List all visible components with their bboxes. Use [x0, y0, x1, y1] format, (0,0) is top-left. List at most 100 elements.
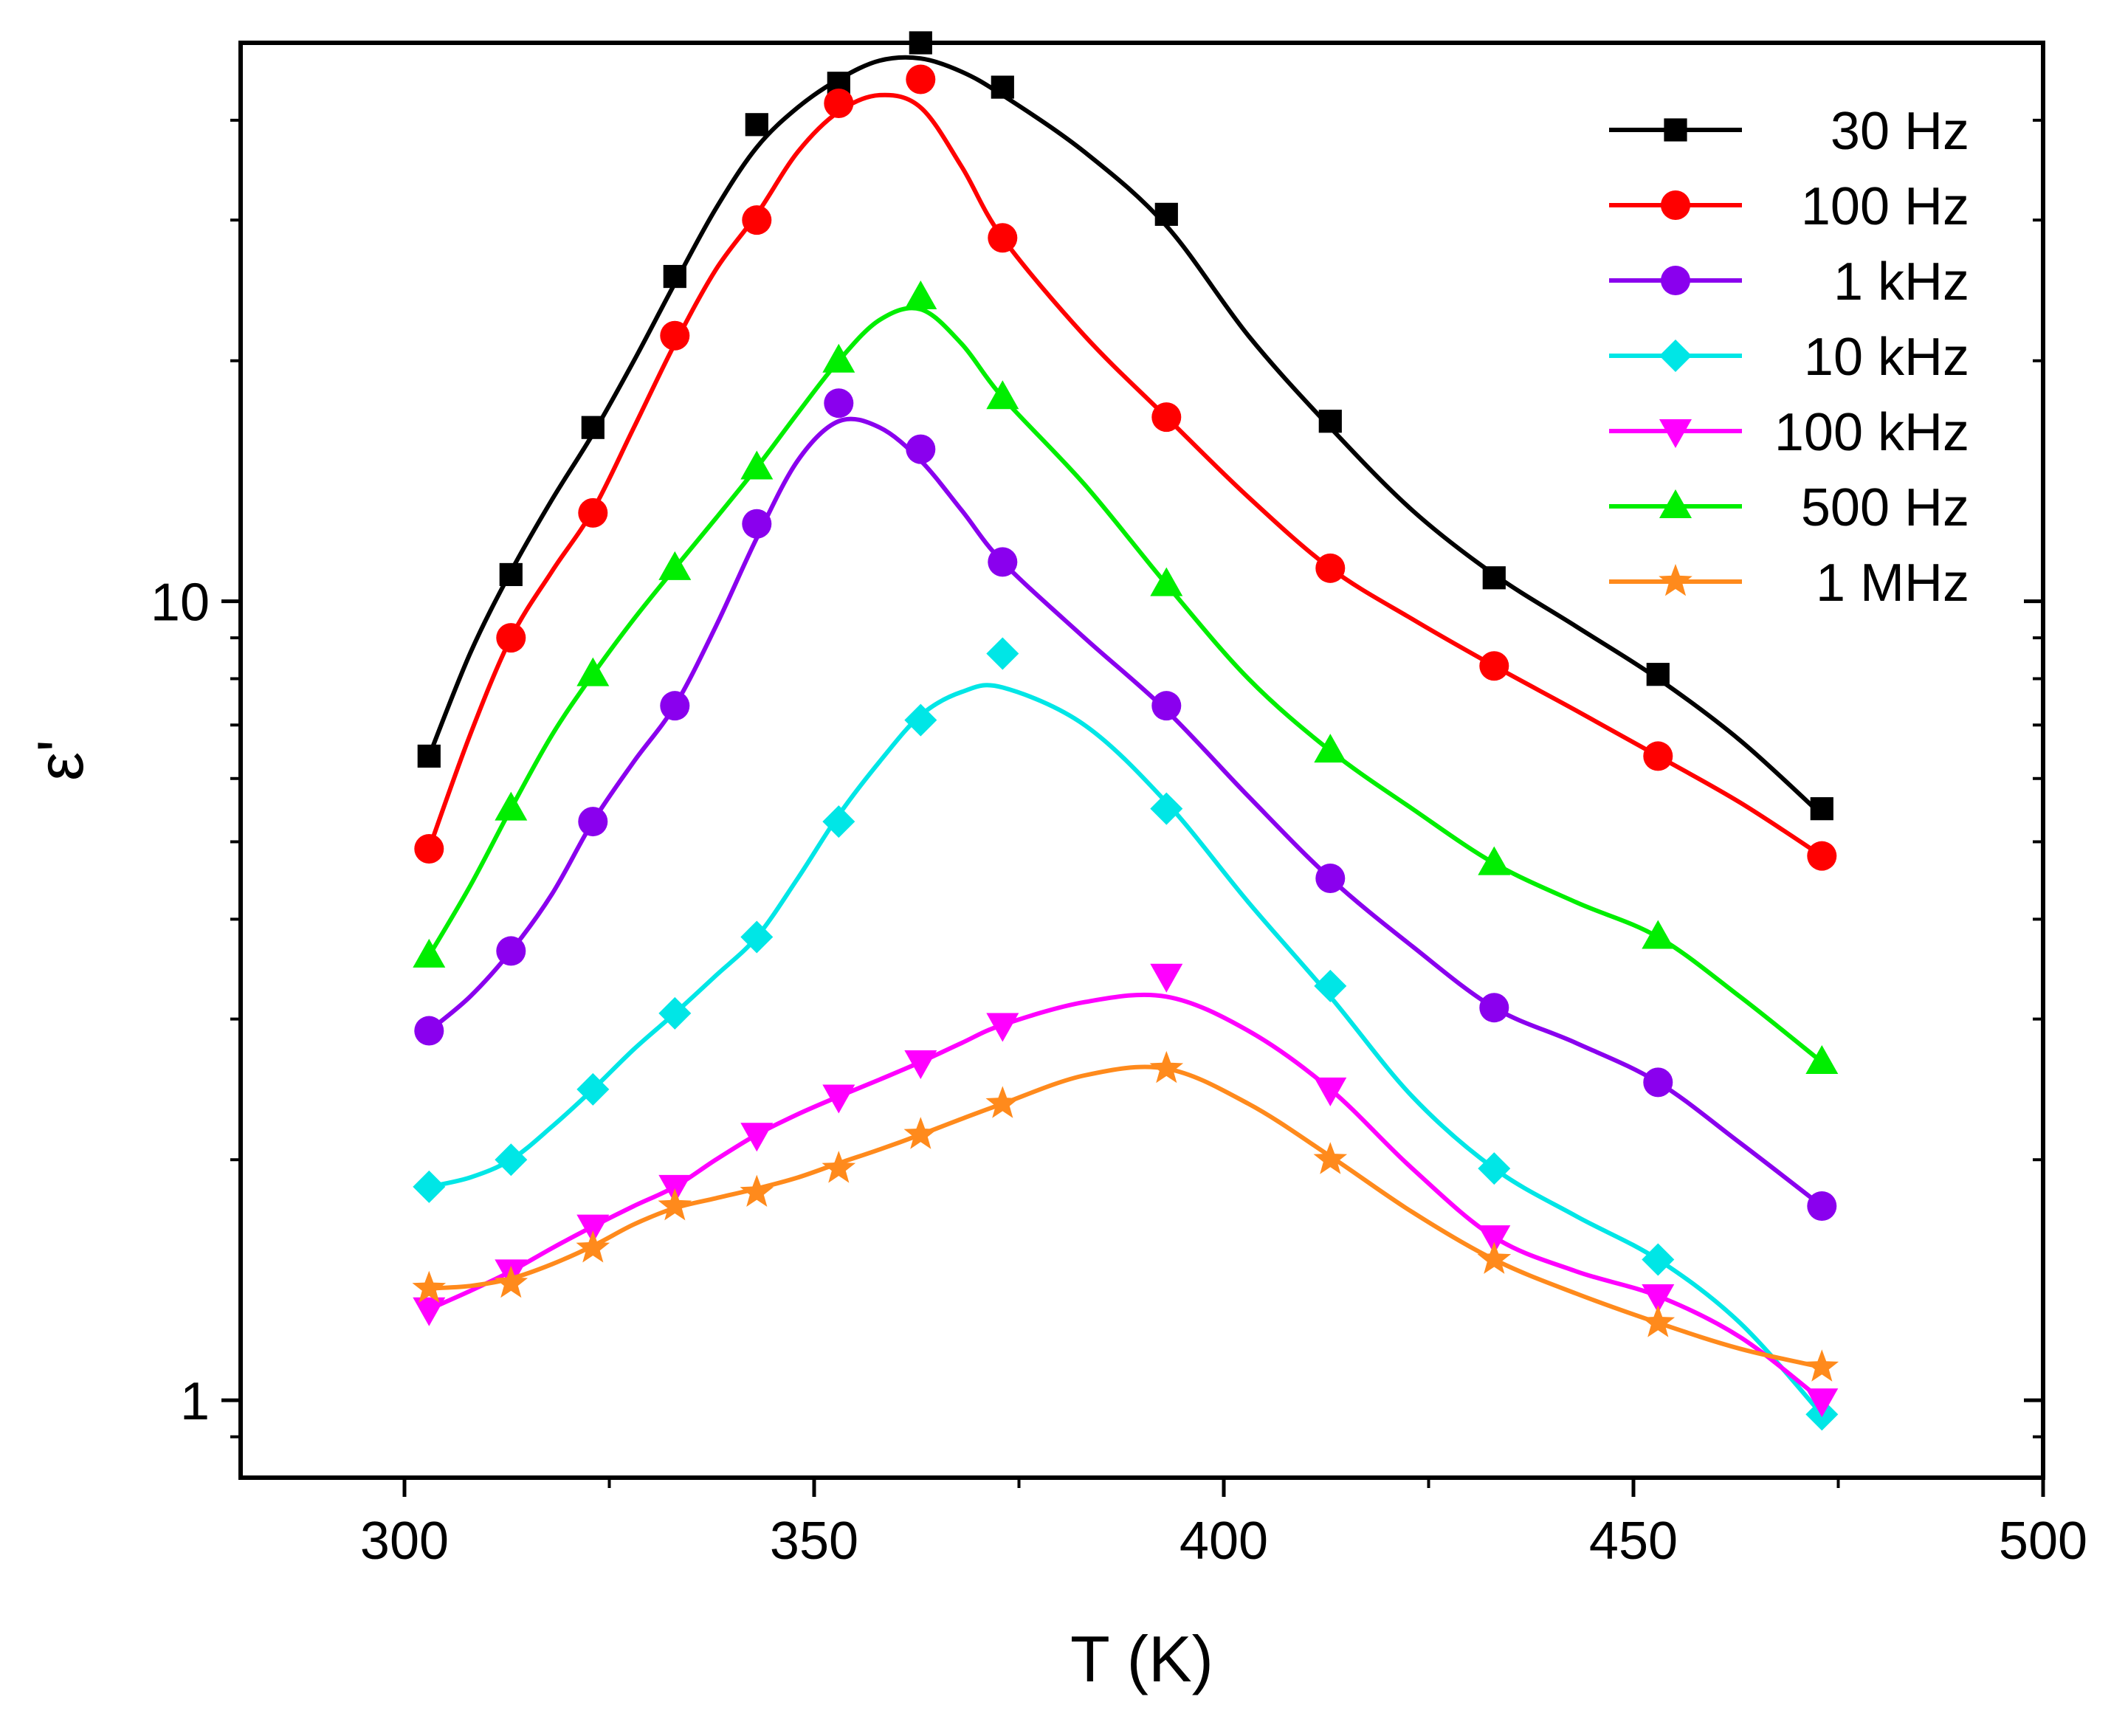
legend-label: 100 Hz: [1801, 177, 1969, 236]
data-point-1-mhz: [576, 1230, 610, 1263]
legend-item-1-mhz: 1 MHz: [1609, 554, 1969, 613]
data-point-1-khz: [414, 1016, 444, 1046]
y-tick-label: 1: [180, 1372, 210, 1431]
data-point-10-khz: [740, 920, 774, 954]
data-point-10-khz: [658, 996, 692, 1030]
data-point-30-hz: [663, 264, 686, 289]
data-point-1-khz: [906, 434, 936, 464]
legend-marker: [1661, 190, 1690, 220]
legend-label: 500 Hz: [1801, 478, 1969, 537]
legend-item-1-khz: 1 kHz: [1609, 252, 1969, 311]
x-tick-label: 350: [770, 1512, 858, 1571]
data-point-1-mhz: [903, 1117, 938, 1149]
legend: 30 Hz 100 Hz 1 kHz 10 kHz 100 kHz 500 Hz 1 MHz: [1609, 102, 1969, 613]
data-point-100-khz: [1314, 1077, 1347, 1106]
data-point-1-khz: [988, 547, 1018, 577]
data-point-10-khz: [986, 637, 1019, 670]
data-point-10-khz: [495, 1143, 528, 1177]
data-point-100-hz: [1807, 841, 1837, 871]
legend-marker: [1659, 419, 1692, 448]
data-point-500-hz: [740, 450, 774, 480]
data-point-1-khz: [578, 807, 608, 837]
data-point-1-mhz: [1641, 1305, 1676, 1337]
data-point-1-khz: [1643, 1067, 1673, 1098]
data-point-30-hz: [1318, 410, 1342, 433]
data-point-1-khz: [1151, 691, 1182, 721]
data-point-1-khz: [742, 509, 772, 539]
data-point-500-hz: [822, 343, 855, 373]
data-point-100-hz: [1151, 402, 1182, 433]
data-point-100-khz: [413, 1297, 446, 1326]
data-point-500-hz: [1805, 1044, 1839, 1074]
data-point-100-hz: [578, 497, 608, 528]
data-point-10-khz: [904, 703, 937, 737]
data-point-100-khz: [740, 1123, 774, 1152]
legend-item-100-hz: 100 Hz: [1609, 177, 1969, 236]
series-10-khz: [413, 637, 1839, 1431]
data-point-100-hz: [742, 205, 772, 235]
data-point-30-hz: [1154, 202, 1178, 226]
data-point-500-hz: [1478, 846, 1511, 875]
data-point-1-khz: [496, 936, 526, 966]
data-point-100-hz: [660, 320, 690, 351]
data-point-500-hz: [576, 657, 610, 686]
data-point-100-hz: [1479, 651, 1509, 681]
data-point-30-hz: [499, 562, 523, 587]
data-point-10-khz: [822, 805, 855, 838]
data-point-500-hz: [658, 551, 692, 580]
legend-marker: [1659, 564, 1692, 596]
data-point-1-khz: [660, 691, 690, 721]
data-point-500-hz: [413, 938, 446, 968]
data-point-500-hz: [1642, 920, 1675, 949]
y-tick-label: 10: [151, 574, 210, 633]
data-point-1-mhz: [985, 1086, 1020, 1118]
data-point-30-hz: [991, 75, 1014, 99]
legend-marker: [1659, 340, 1692, 372]
series-line-10-khz: [428, 683, 1824, 1416]
legend-label: 10 kHz: [1804, 328, 1969, 387]
data-point-100-khz: [1805, 1388, 1839, 1418]
series-layer: [412, 31, 1839, 1431]
data-point-100-hz: [496, 623, 526, 653]
data-point-500-hz: [495, 791, 528, 821]
data-point-100-khz: [1150, 963, 1183, 993]
data-point-1-mhz: [1313, 1142, 1348, 1174]
data-point-100-khz: [986, 1013, 1019, 1042]
legend-label: 1 MHz: [1816, 554, 1969, 613]
data-point-30-hz: [745, 113, 768, 137]
data-point-1-khz: [824, 388, 854, 418]
data-point-100-hz: [906, 64, 936, 94]
data-point-100-khz: [1478, 1225, 1511, 1255]
data-point-1-mhz: [494, 1265, 528, 1298]
data-point-100-khz: [822, 1084, 855, 1114]
series-30-hz: [417, 31, 1833, 821]
legend-item-500-hz: 500 Hz: [1609, 478, 1969, 537]
series-line-30-hz: [427, 55, 1824, 817]
data-point-1-mhz: [412, 1270, 447, 1303]
x-tick-label: 500: [1999, 1512, 2087, 1571]
data-point-10-khz: [1478, 1152, 1511, 1185]
legend-label: 1 kHz: [1833, 252, 1969, 311]
data-point-1-mhz: [740, 1174, 774, 1207]
data-point-30-hz: [1482, 566, 1506, 590]
series-500-hz: [413, 280, 1839, 1074]
data-point-100-hz: [824, 88, 854, 118]
series-1-mhz: [412, 1050, 1839, 1382]
series-line-1-khz: [427, 416, 1824, 1208]
series-1-khz: [414, 388, 1837, 1222]
legend-item-30-hz: 30 Hz: [1609, 102, 1969, 161]
legend-marker: [1664, 118, 1687, 142]
y-axis-title: ε': [24, 740, 97, 781]
data-point-100-khz: [904, 1050, 937, 1079]
tick-layer: 300 350 400 450 500 1 10: [151, 118, 2087, 1571]
series-100-khz: [413, 963, 1839, 1418]
data-point-500-hz: [1150, 567, 1183, 596]
legend-marker: [1661, 266, 1690, 295]
data-point-1-mhz: [822, 1151, 856, 1183]
series-100-hz: [414, 64, 1837, 871]
data-point-30-hz: [581, 416, 605, 439]
data-point-10-khz: [413, 1170, 446, 1203]
series-line-1-mhz: [429, 1064, 1822, 1370]
x-tick-label: 300: [360, 1512, 449, 1571]
data-point-30-hz: [1810, 797, 1833, 821]
